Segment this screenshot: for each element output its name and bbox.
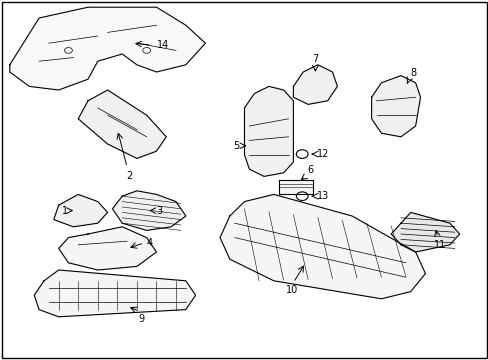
Polygon shape [220,194,425,299]
Text: 2: 2 [126,171,132,181]
Polygon shape [112,191,185,230]
Text: 6: 6 [306,165,313,175]
Polygon shape [244,86,293,176]
Text: 8: 8 [410,68,416,78]
Text: 9: 9 [139,314,144,324]
Polygon shape [293,65,337,104]
Text: 14: 14 [156,40,168,50]
Polygon shape [34,270,195,317]
Polygon shape [278,180,312,194]
Text: 5: 5 [233,141,239,151]
Polygon shape [78,90,166,158]
Text: 1: 1 [62,206,68,216]
Text: 11: 11 [433,240,446,251]
Text: 13: 13 [316,191,328,201]
Text: 10: 10 [285,285,298,295]
Polygon shape [59,227,156,270]
Text: 3: 3 [156,206,163,216]
Text: 7: 7 [312,54,318,64]
Polygon shape [390,212,459,252]
Polygon shape [371,76,420,137]
Text: 12: 12 [316,149,328,159]
Polygon shape [10,7,205,90]
Text: 4: 4 [146,238,153,248]
Polygon shape [54,194,107,227]
